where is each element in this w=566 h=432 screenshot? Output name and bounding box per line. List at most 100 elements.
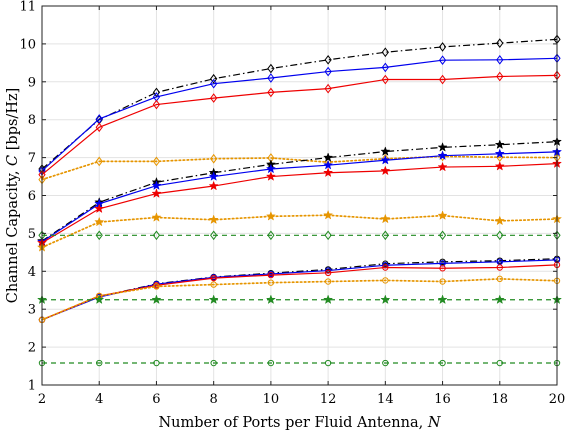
series-line (41, 214, 558, 249)
data-point (382, 277, 389, 284)
data-point (152, 99, 161, 110)
series-line (41, 264, 558, 321)
data-point (438, 230, 447, 241)
data-point (381, 153, 389, 164)
y-tick-label: 5 (28, 227, 36, 242)
data-point (382, 264, 389, 271)
data-point (496, 264, 503, 271)
data-point (95, 156, 103, 167)
data-point (496, 38, 504, 48)
data-point (324, 230, 332, 241)
y-axis-label: Channel Capacity, C [bps/Hz] (5, 88, 21, 304)
y-tick-label: 9 (28, 75, 36, 90)
data-point (210, 274, 217, 282)
data-point (267, 87, 275, 98)
data-point (324, 83, 332, 94)
data-point (438, 42, 447, 52)
x-tick-label: 4 (95, 392, 103, 407)
series-1 (38, 34, 561, 174)
series-3 (38, 70, 561, 180)
data-point (265, 211, 276, 221)
data-point (152, 230, 161, 241)
data-point (324, 269, 332, 277)
data-point (265, 294, 276, 305)
data-point (438, 55, 447, 66)
x-tick-label: 18 (492, 392, 509, 407)
data-point (437, 150, 448, 161)
data-point (267, 271, 275, 279)
data-point (381, 62, 389, 73)
x-tick-label: 2 (38, 392, 46, 407)
series-line (41, 57, 558, 172)
data-point (267, 359, 275, 367)
data-point (496, 230, 504, 241)
x-tick-label: 20 (549, 392, 566, 407)
data-point (210, 153, 218, 164)
x-tick-label: 14 (377, 392, 394, 407)
data-point (381, 230, 389, 241)
data-point (323, 152, 334, 162)
data-point (210, 73, 218, 84)
data-point (380, 146, 391, 156)
x-tick-label: 16 (434, 392, 451, 407)
data-point (324, 359, 332, 367)
data-point (153, 359, 160, 367)
series-line (41, 155, 558, 181)
x-tick-label: 10 (263, 392, 280, 407)
x-tick-label: 6 (152, 392, 160, 407)
data-point (437, 294, 448, 305)
data-point (323, 294, 334, 305)
series-line (41, 151, 558, 243)
data-point (439, 278, 446, 285)
series-line (41, 259, 558, 321)
series-line (41, 74, 558, 176)
data-point (265, 163, 276, 174)
data-point (437, 161, 448, 172)
series-2 (38, 53, 561, 176)
data-point (437, 210, 448, 220)
data-point (208, 180, 219, 191)
data-point (95, 230, 103, 241)
data-point (437, 142, 448, 152)
data-point (380, 154, 391, 165)
data-point (382, 359, 389, 367)
series-line (41, 38, 558, 170)
data-point (496, 359, 503, 367)
series-10 (38, 255, 561, 324)
series-8 (36, 209, 563, 252)
y-tick-label: 3 (28, 303, 36, 318)
series-14 (36, 294, 563, 305)
data-point (151, 294, 162, 305)
data-point (323, 209, 334, 220)
data-point (153, 283, 160, 290)
data-point (210, 281, 217, 288)
x-tick-label: 12 (320, 392, 337, 407)
series-15 (38, 359, 561, 367)
data-point (494, 215, 505, 226)
data-point (152, 156, 161, 167)
data-point (494, 139, 505, 150)
series-lines (36, 34, 563, 367)
series-11 (38, 256, 561, 324)
data-point (324, 54, 332, 65)
data-point (210, 93, 218, 103)
data-point (324, 66, 332, 77)
series-9 (38, 230, 561, 241)
data-point (94, 203, 105, 214)
data-point (208, 214, 219, 225)
data-point (96, 359, 103, 367)
data-point (94, 216, 105, 227)
data-point (210, 78, 218, 89)
data-point (438, 74, 447, 85)
data-point (439, 359, 446, 367)
series-line (41, 163, 558, 244)
data-point (323, 167, 334, 178)
data-point (94, 294, 105, 305)
data-point (267, 279, 275, 286)
data-point (381, 47, 389, 58)
data-point (210, 230, 218, 241)
data-point (265, 171, 276, 181)
data-point (496, 71, 504, 82)
